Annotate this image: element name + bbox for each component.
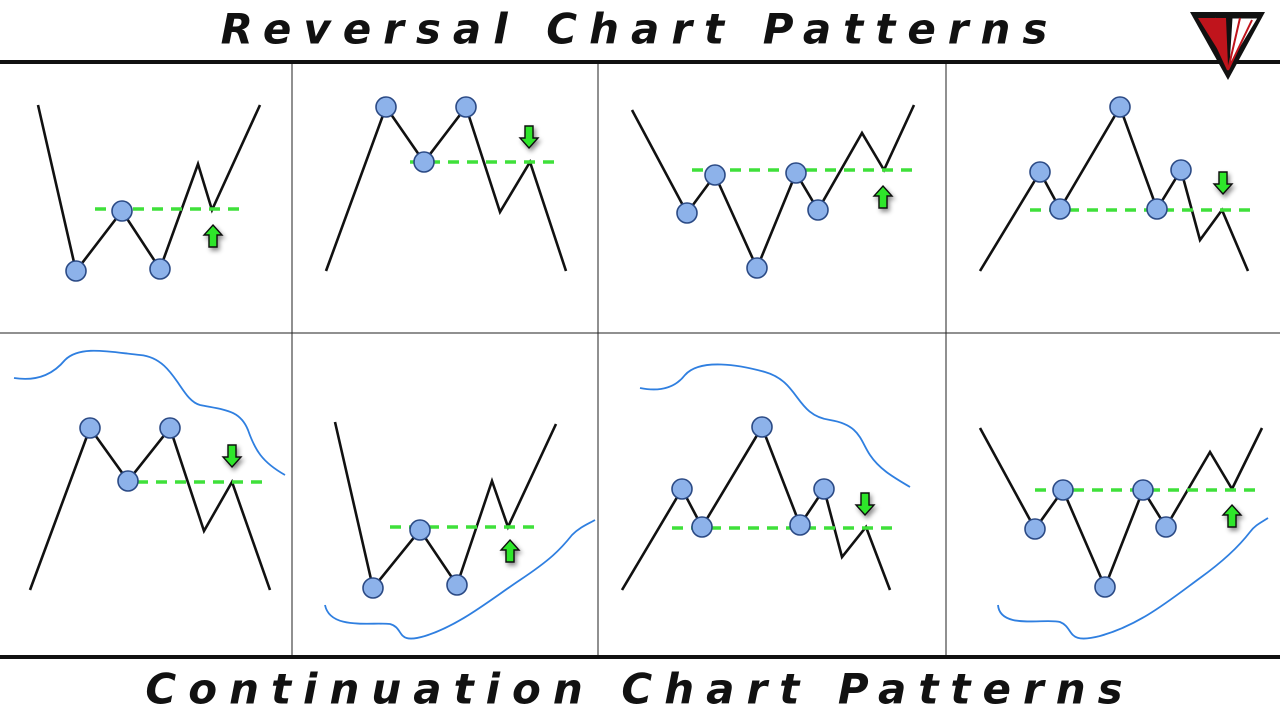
double-top-continuation [13,349,286,591]
inverse-head-shoulders [630,104,916,279]
header-rule [0,60,1280,64]
footer-rule [0,655,1280,659]
panel-grid [0,64,1280,655]
footer-title: Continuation Chart Patterns [145,665,1134,714]
double-bottom [36,104,262,282]
double-top [324,96,568,272]
header-title: Reversal Chart Patterns [221,5,1060,54]
logo [1190,12,1265,80]
head-shoulders [978,96,1255,272]
head-shoulders-continuation [620,363,911,591]
inverse-head-shoulders-continuation [978,427,1269,640]
double-bottom-continuation [324,421,596,640]
